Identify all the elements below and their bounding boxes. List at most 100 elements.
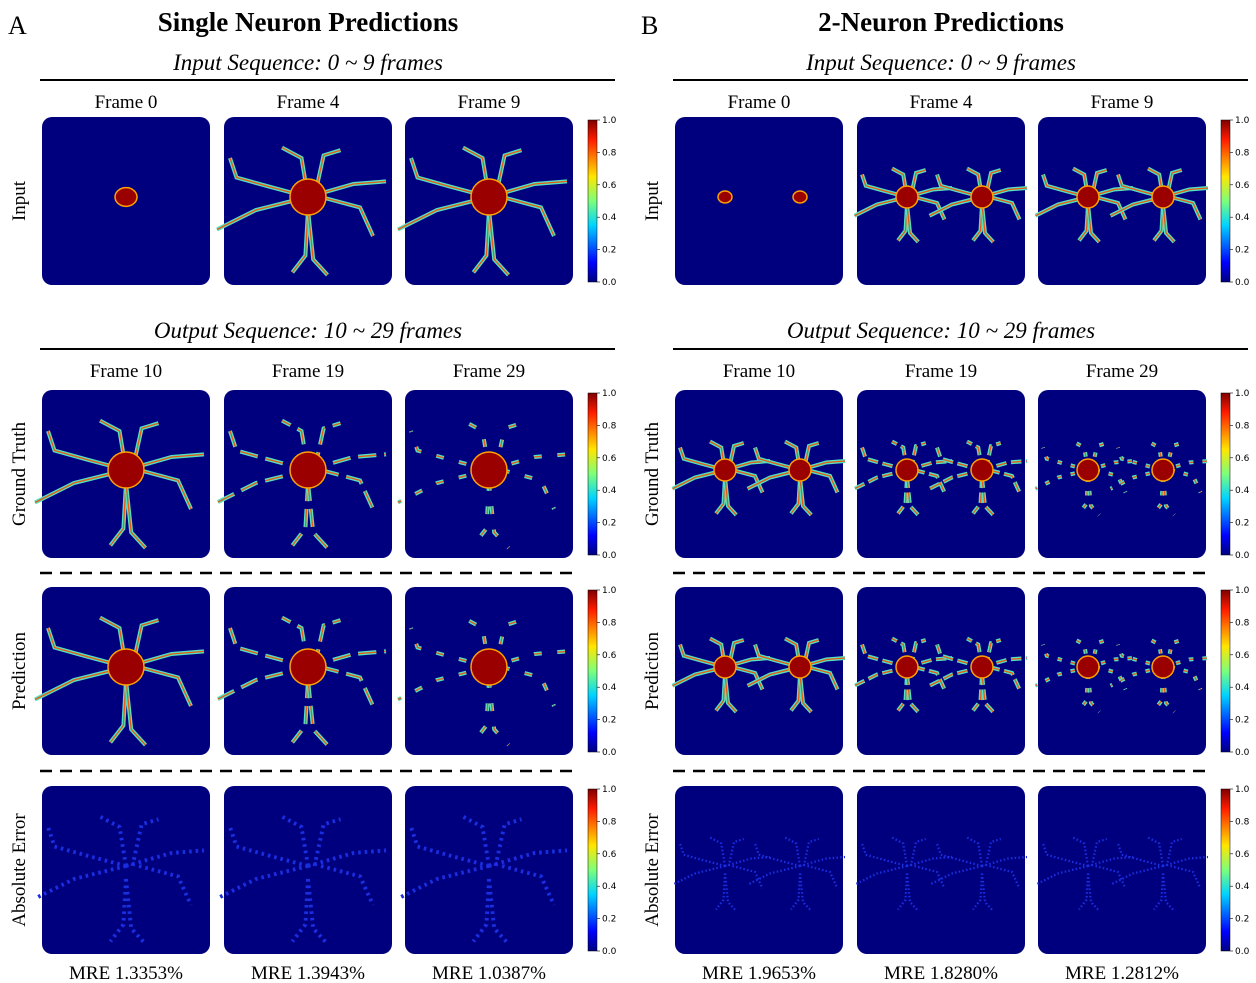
colorbar-tick-label: 0.2 bbox=[602, 716, 616, 726]
colorbar-tick-label: 0.6 bbox=[602, 181, 617, 191]
error-trace bbox=[1041, 843, 1089, 868]
mre-label: MRE 1.3943% bbox=[251, 963, 365, 983]
error-trace bbox=[471, 878, 491, 943]
frame-label: Frame 19 bbox=[905, 361, 977, 382]
error-trace bbox=[281, 814, 310, 867]
row-label: Prediction bbox=[9, 631, 30, 710]
branch-inner bbox=[1110, 469, 1164, 490]
row-label: Input bbox=[642, 180, 663, 221]
soma bbox=[107, 451, 145, 489]
branch-inner bbox=[291, 482, 309, 546]
error-trace bbox=[724, 855, 771, 868]
error-trace bbox=[1090, 837, 1108, 867]
colorbar-tick-label: 0.0 bbox=[1235, 947, 1250, 957]
branch-inner bbox=[307, 679, 328, 746]
image-background bbox=[675, 587, 843, 755]
error-trace bbox=[228, 826, 309, 868]
branch-inner bbox=[807, 469, 839, 493]
branch-inner bbox=[320, 666, 374, 707]
error-trace bbox=[853, 864, 908, 886]
branch-inner bbox=[501, 196, 555, 237]
image-panel bbox=[42, 117, 210, 285]
image-panel bbox=[671, 786, 846, 954]
error-trace bbox=[397, 864, 490, 901]
colorbar-tick-label: 1.0 bbox=[602, 389, 617, 399]
colorbar-tick-label: 0.0 bbox=[602, 551, 617, 561]
image-background bbox=[1038, 587, 1206, 755]
colorbar-gradient bbox=[1220, 392, 1231, 556]
branch-inner bbox=[229, 627, 309, 668]
colorbar-tick-label: 0.0 bbox=[602, 278, 617, 288]
colorbar-tick-label: 0.8 bbox=[1235, 148, 1250, 158]
branch-inner bbox=[1035, 469, 1089, 490]
image-panel bbox=[397, 786, 573, 954]
panel-letter: B bbox=[641, 11, 658, 40]
row-label: Absolute Error bbox=[9, 813, 30, 927]
branch-inner bbox=[906, 204, 919, 243]
branch-inner bbox=[488, 209, 509, 276]
error-trace bbox=[1095, 864, 1127, 889]
error-trace bbox=[709, 836, 727, 867]
row-label: Input bbox=[9, 180, 30, 221]
error-trace bbox=[897, 873, 909, 911]
mre-label: MRE 1.2812% bbox=[1065, 963, 1179, 983]
branch-inner bbox=[799, 674, 812, 713]
error-trace bbox=[34, 864, 127, 901]
image-background bbox=[42, 786, 210, 954]
branch-inner bbox=[989, 196, 1021, 220]
panel-letter: A bbox=[8, 11, 27, 40]
soma bbox=[895, 458, 919, 482]
image-background bbox=[224, 786, 392, 954]
error-trace bbox=[891, 836, 909, 867]
branch-inner bbox=[799, 477, 812, 516]
branch-inner bbox=[1147, 440, 1164, 471]
branch-inner bbox=[1147, 637, 1164, 668]
branch-inner bbox=[1162, 674, 1175, 713]
branch-inner bbox=[981, 204, 994, 243]
frame-label: Frame 10 bbox=[90, 361, 162, 382]
soma bbox=[788, 655, 812, 679]
row-label: Absolute Error bbox=[642, 813, 663, 927]
branch-inner bbox=[1072, 637, 1089, 668]
colorbar: 0.0 0.2 0.4 0.6 0.8 1.0 bbox=[587, 586, 617, 758]
soma bbox=[788, 458, 812, 482]
branch-inner bbox=[936, 644, 983, 668]
branch-inner bbox=[724, 477, 737, 516]
soma bbox=[470, 648, 508, 686]
branch-inner bbox=[307, 482, 328, 549]
colorbar-tick-label: 0.2 bbox=[602, 519, 616, 529]
branch-inner bbox=[1166, 442, 1182, 471]
image-panel bbox=[34, 587, 210, 755]
error-trace bbox=[1153, 873, 1165, 911]
branch-inner bbox=[109, 679, 127, 743]
branch-inner bbox=[47, 627, 127, 668]
frame-label: Frame 9 bbox=[1091, 92, 1154, 113]
branch-inner bbox=[291, 209, 309, 273]
soma bbox=[1076, 185, 1100, 209]
colorbar-tick-label: 0.0 bbox=[602, 748, 617, 758]
error-trace bbox=[1109, 864, 1164, 886]
image-panel bbox=[397, 390, 573, 558]
error-trace bbox=[746, 864, 801, 886]
colorbar-tick-label: 1.0 bbox=[602, 116, 617, 126]
colorbar: 0.0 0.2 0.4 0.6 0.8 1.0 bbox=[587, 116, 617, 288]
colorbar: 0.0 0.2 0.4 0.6 0.8 1.0 bbox=[587, 785, 617, 957]
image-background bbox=[405, 786, 573, 954]
colorbar-tick-label: 0.4 bbox=[1235, 213, 1250, 223]
soma bbox=[713, 655, 737, 679]
section-heading: Input Sequence: 0 ~ 9 frames bbox=[172, 50, 443, 75]
branch-inner bbox=[1087, 460, 1134, 471]
frame-label: Frame 0 bbox=[95, 92, 158, 113]
image-background bbox=[857, 390, 1025, 558]
mre-label: MRE 1.3353% bbox=[69, 963, 183, 983]
row-label: Ground Truth bbox=[9, 422, 30, 526]
colorbar: 0.0 0.2 0.4 0.6 0.8 1.0 bbox=[1220, 116, 1250, 288]
image-panel bbox=[1034, 587, 1209, 755]
soma bbox=[970, 185, 994, 209]
colorbar: 0.0 0.2 0.4 0.6 0.8 1.0 bbox=[1220, 785, 1250, 957]
image-background bbox=[675, 390, 843, 558]
error-trace bbox=[906, 855, 953, 868]
colorbar-gradient bbox=[587, 392, 598, 556]
branch-inner bbox=[1095, 196, 1127, 220]
error-trace bbox=[1087, 855, 1134, 868]
